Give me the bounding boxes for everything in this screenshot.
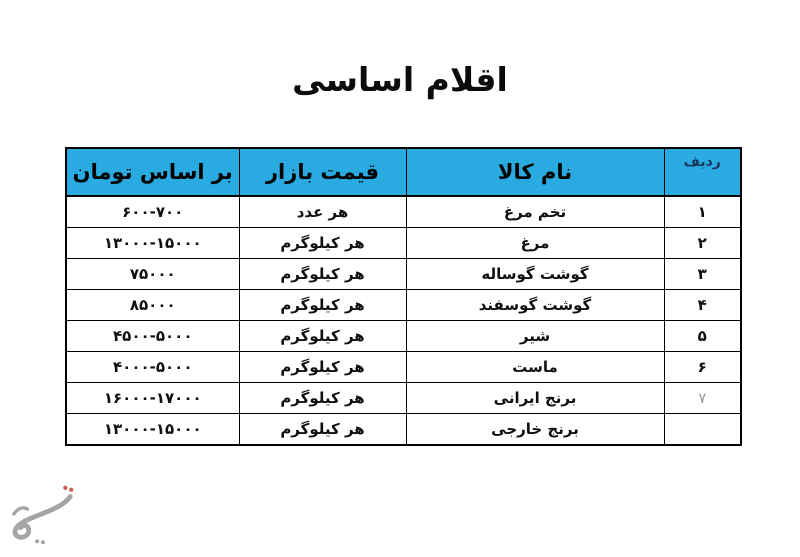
table-row: ۴ گوشت گوسفند هر کیلوگرم ۸۵۰۰۰	[65, 289, 742, 321]
basic-items-table: ردیف نام کالا قیمت بازار بر اساس تومان ۱…	[65, 147, 742, 446]
column-header-item-name: نام کالا	[405, 147, 665, 197]
table-row: ۱ تخم مرغ هر عدد ۶۰۰-۷۰۰	[65, 195, 742, 228]
cell-price-toman: ۱۳۰۰۰-۱۵۰۰۰	[65, 413, 240, 446]
table-row: برنج خارجی هر کیلوگرم ۱۳۰۰۰-۱۵۰۰۰	[65, 413, 742, 446]
cell-market-price-unit: هر کیلوگرم	[238, 289, 407, 321]
cell-item-name: مرغ	[405, 227, 665, 259]
column-header-toman-basis: بر اساس تومان	[65, 147, 240, 197]
table-row: ۳ گوشت گوساله هر کیلوگرم ۷۵۰۰۰	[65, 258, 742, 290]
cell-price-toman: ۱۶۰۰۰-۱۷۰۰۰	[65, 382, 240, 414]
cell-item-name: گوشت گوسفند	[405, 289, 665, 321]
tasnim-watermark-logo	[12, 485, 74, 545]
cell-row-number: ۲	[663, 227, 742, 259]
cell-market-price-unit: هر کیلوگرم	[238, 351, 407, 383]
cell-market-price-unit: هر کیلوگرم	[238, 413, 407, 446]
cell-item-name: برنج ایرانی	[405, 382, 665, 414]
table-row: ۷ برنج ایرانی هر کیلوگرم ۱۶۰۰۰-۱۷۰۰۰	[65, 382, 742, 414]
cell-market-price-unit: هر عدد	[238, 195, 407, 228]
cell-row-number	[663, 413, 742, 446]
cell-row-number: ۶	[663, 351, 742, 383]
cell-row-number: ۷	[663, 382, 742, 414]
cell-item-name: گوشت گوساله	[405, 258, 665, 290]
cell-item-name: شیر	[405, 320, 665, 352]
cell-item-name: ماست	[405, 351, 665, 383]
cell-row-number: ۴	[663, 289, 742, 321]
cell-item-name: تخم مرغ	[405, 195, 665, 228]
cell-price-toman: ۷۵۰۰۰	[65, 258, 240, 290]
table-row: ۲ مرغ هر کیلوگرم ۱۳۰۰۰-۱۵۰۰۰	[65, 227, 742, 259]
cell-row-number: ۱	[663, 195, 742, 228]
cell-item-name: برنج خارجی	[405, 413, 665, 446]
cell-row-number: ۵	[663, 320, 742, 352]
cell-market-price-unit: هر کیلوگرم	[238, 382, 407, 414]
cell-price-toman: ۴۰۰۰-۵۰۰۰	[65, 351, 240, 383]
table-row: ۶ ماست هر کیلوگرم ۴۰۰۰-۵۰۰۰	[65, 351, 742, 383]
cell-row-number: ۳	[663, 258, 742, 290]
column-header-row-number: ردیف	[663, 147, 742, 197]
cell-price-toman: ۸۵۰۰۰	[65, 289, 240, 321]
cell-price-toman: ۱۳۰۰۰-۱۵۰۰۰	[65, 227, 240, 259]
cell-price-toman: ۶۰۰-۷۰۰	[65, 195, 240, 228]
cell-market-price-unit: هر کیلوگرم	[238, 320, 407, 352]
table-header-row: ردیف نام کالا قیمت بازار بر اساس تومان	[65, 147, 742, 197]
table-row: ۵ شیر هر کیلوگرم ۴۵۰۰-۵۰۰۰	[65, 320, 742, 352]
cell-market-price-unit: هر کیلوگرم	[238, 227, 407, 259]
cell-price-toman: ۴۵۰۰-۵۰۰۰	[65, 320, 240, 352]
page-title: اقلام اساسی	[292, 60, 508, 99]
cell-market-price-unit: هر کیلوگرم	[238, 258, 407, 290]
column-header-market-price: قیمت بازار	[238, 147, 407, 197]
